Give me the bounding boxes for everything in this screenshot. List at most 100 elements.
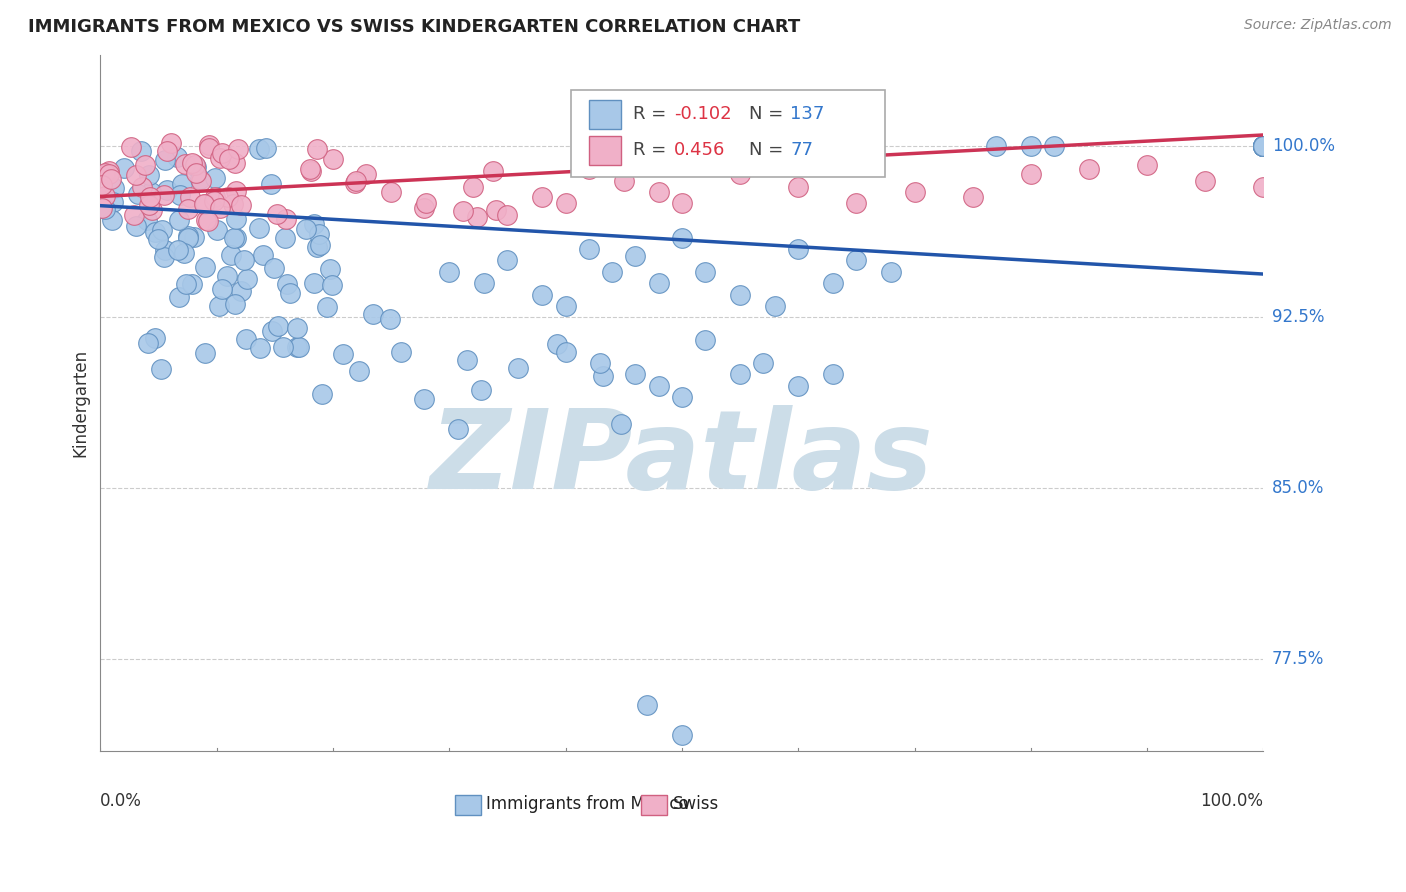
Point: [412, 392, 434, 406]
Point: [174, 157, 197, 171]
Point: [263, 261, 285, 276]
Point: [208, 201, 231, 215]
Point: [578, 162, 600, 177]
Point: [1253, 139, 1275, 153]
Point: [787, 379, 810, 393]
Point: [127, 186, 149, 201]
Text: Immigrants from Mexico: Immigrants from Mexico: [486, 796, 689, 814]
Point: [592, 369, 614, 384]
Point: [295, 222, 318, 236]
Point: [752, 356, 775, 370]
Point: [647, 276, 669, 290]
Point: [1253, 139, 1275, 153]
Point: [139, 185, 162, 199]
Point: [554, 196, 576, 211]
Point: [97, 163, 120, 178]
Point: [600, 265, 623, 279]
Point: [1253, 139, 1275, 153]
Text: ZIPatlas: ZIPatlas: [430, 405, 934, 512]
Text: Swiss: Swiss: [672, 796, 718, 814]
Text: N =: N =: [749, 105, 789, 123]
Point: [169, 188, 191, 202]
Point: [823, 368, 845, 382]
Point: [194, 346, 217, 360]
Point: [636, 698, 658, 712]
Point: [470, 383, 492, 397]
Point: [276, 277, 298, 291]
Point: [136, 213, 159, 227]
Point: [610, 417, 633, 431]
Y-axis label: Kindergarten: Kindergarten: [72, 349, 89, 457]
Point: [217, 190, 239, 204]
Point: [190, 174, 212, 188]
Text: 100.0%: 100.0%: [1201, 792, 1264, 811]
Point: [153, 250, 176, 264]
Point: [305, 142, 328, 156]
Point: [506, 361, 529, 376]
Point: [380, 312, 402, 326]
Point: [728, 368, 751, 382]
Point: [1253, 139, 1275, 153]
Point: [319, 262, 342, 277]
Point: [183, 229, 205, 244]
Point: [647, 379, 669, 393]
Point: [496, 208, 519, 222]
Point: [194, 260, 217, 275]
Point: [347, 364, 370, 378]
Point: [613, 173, 636, 187]
Point: [903, 185, 925, 199]
Text: 92.5%: 92.5%: [1272, 309, 1324, 326]
Point: [1194, 173, 1216, 187]
Point: [156, 144, 179, 158]
Point: [174, 277, 197, 291]
Point: [1253, 139, 1275, 153]
Point: [160, 136, 183, 150]
Point: [225, 231, 247, 245]
Point: [224, 231, 246, 245]
Point: [229, 197, 252, 211]
Text: 137: 137: [790, 105, 824, 123]
Point: [461, 180, 484, 194]
Text: R =: R =: [633, 142, 672, 160]
Point: [125, 219, 148, 234]
Point: [204, 171, 226, 186]
Text: 77.5%: 77.5%: [1272, 650, 1324, 668]
Point: [222, 196, 245, 211]
Point: [1253, 139, 1275, 153]
Point: [219, 248, 242, 262]
Point: [150, 362, 173, 376]
Point: [235, 272, 257, 286]
Point: [198, 138, 221, 153]
Point: [285, 340, 308, 354]
Point: [177, 202, 200, 217]
Point: [1043, 139, 1066, 153]
Point: [208, 152, 231, 166]
Point: [984, 139, 1007, 153]
Point: [188, 171, 211, 186]
Point: [205, 223, 228, 237]
Point: [226, 142, 249, 156]
Point: [218, 152, 240, 166]
Point: [288, 340, 311, 354]
Point: [167, 290, 190, 304]
Point: [496, 253, 519, 268]
Point: [94, 189, 117, 203]
Point: [224, 156, 246, 170]
Point: [235, 332, 257, 346]
Point: [155, 243, 177, 257]
Point: [180, 277, 202, 292]
Point: [98, 167, 121, 181]
Point: [308, 227, 330, 242]
FancyBboxPatch shape: [571, 90, 886, 177]
Point: [344, 173, 367, 187]
Bar: [589, 100, 621, 128]
Point: [129, 144, 152, 158]
Point: [305, 240, 328, 254]
Point: [232, 252, 254, 267]
Point: [184, 158, 207, 172]
Point: [181, 156, 204, 170]
Point: [309, 238, 332, 252]
Point: [465, 211, 488, 225]
Text: IMMIGRANTS FROM MEXICO VS SWISS KINDERGARTEN CORRELATION CHART: IMMIGRANTS FROM MEXICO VS SWISS KINDERGA…: [28, 18, 800, 36]
Point: [1253, 139, 1275, 153]
